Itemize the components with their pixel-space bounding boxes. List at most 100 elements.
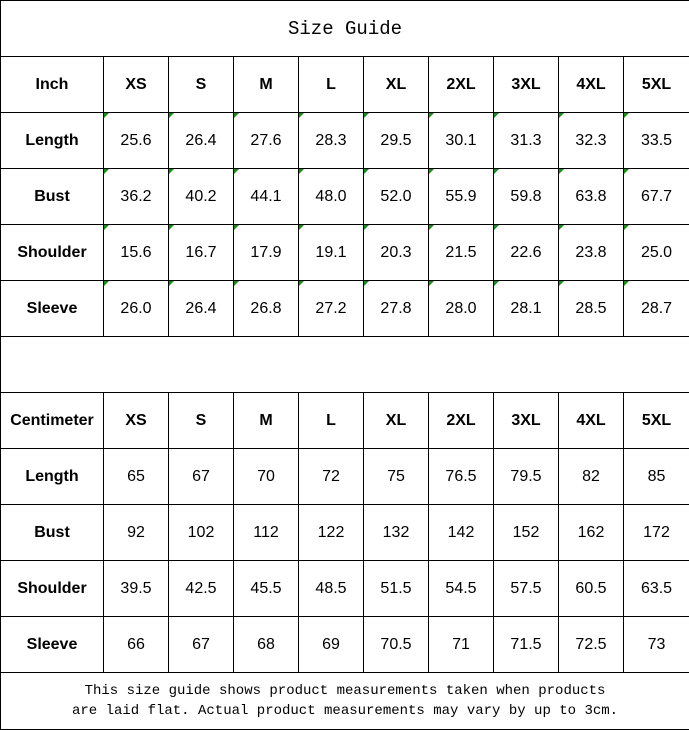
measurement-cell: 82 — [558, 448, 624, 505]
measurement-cell: 72.5 — [558, 616, 624, 673]
measurement-cell: 42.5 — [168, 560, 234, 617]
measurement-cell: 59.8 — [493, 168, 559, 225]
measurement-cell: 52.0 — [363, 168, 429, 225]
size-header: L — [298, 392, 364, 449]
measurement-cell: 19.1 — [298, 224, 364, 281]
measurement-cell: 65 — [103, 448, 169, 505]
spacer-row — [0, 336, 689, 393]
size-header: 2XL — [428, 392, 494, 449]
page-title: Size Guide — [0, 0, 689, 57]
measurement-cell: 57.5 — [493, 560, 559, 617]
measurement-cell: 48.0 — [298, 168, 364, 225]
measurement-cell: 67 — [168, 616, 234, 673]
size-header: 4XL — [558, 392, 624, 449]
measurement-cell: 26.4 — [168, 112, 234, 169]
measurement-cell: 26.4 — [168, 280, 234, 337]
size-header: M — [233, 392, 299, 449]
measurement-cell: 85 — [622, 448, 689, 505]
measurement-cell: 20.3 — [363, 224, 429, 281]
footer-line-1: This size guide shows product measuremen… — [84, 683, 606, 699]
measurement-cell: 28.3 — [298, 112, 364, 169]
measurement-cell: 71.5 — [493, 616, 559, 673]
measurement-cell: 25.0 — [622, 224, 689, 281]
measurement-cell: 22.6 — [493, 224, 559, 281]
measurement-cell: 26.8 — [233, 280, 299, 337]
footer-row: This size guide shows product measuremen… — [0, 672, 689, 730]
table-row: Bust 36.2 40.2 44.1 48.0 52.0 55.9 59.8 63.8 67.7 — [0, 168, 689, 225]
measurement-cell: 32.3 — [558, 112, 624, 169]
size-header: XL — [363, 392, 429, 449]
measurement-cell: 72 — [298, 448, 364, 505]
measurement-cell: 39.5 — [103, 560, 169, 617]
measurement-cell: 162 — [558, 504, 624, 561]
measurement-cell: 73 — [622, 616, 689, 673]
measurement-cell: 45.5 — [233, 560, 299, 617]
measurement-cell: 33.5 — [622, 112, 689, 169]
size-header: XS — [103, 56, 169, 113]
row-label: Shoulder — [0, 560, 104, 617]
size-header: 5XL — [622, 56, 689, 113]
table-row: Sleeve 66 67 68 69 70.5 71 71.5 72.5 73 — [0, 616, 689, 673]
measurement-cell: 27.8 — [363, 280, 429, 337]
measurement-cell: 79.5 — [493, 448, 559, 505]
measurement-cell: 112 — [233, 504, 299, 561]
size-header: 4XL — [558, 56, 624, 113]
measurement-cell: 132 — [363, 504, 429, 561]
size-header: 3XL — [493, 56, 559, 113]
measurement-cell: 27.2 — [298, 280, 364, 337]
measurement-cell: 25.6 — [103, 112, 169, 169]
measurement-cell: 122 — [298, 504, 364, 561]
footer-line-2: are laid flat. Actual product measuremen… — [71, 703, 619, 719]
table-row: Sleeve 26.0 26.4 26.8 27.2 27.8 28.0 28.1 28.5 28… — [0, 280, 689, 337]
measurement-cell: 29.5 — [363, 112, 429, 169]
size-header: L — [298, 56, 364, 113]
size-header: XS — [103, 392, 169, 449]
measurement-cell: 63.8 — [558, 168, 624, 225]
row-label: Shoulder — [0, 224, 104, 281]
measurement-cell: 67 — [168, 448, 234, 505]
centimeter-header-row: Centimeter XS S M L XL 2XL 3XL 4XL 5XL — [0, 392, 689, 449]
measurement-cell: 27.6 — [233, 112, 299, 169]
measurement-cell: 54.5 — [428, 560, 494, 617]
unit-label: Inch — [0, 56, 104, 113]
measurement-cell: 30.1 — [428, 112, 494, 169]
row-label: Sleeve — [0, 616, 104, 673]
measurement-cell: 71 — [428, 616, 494, 673]
unit-label: Centimeter — [0, 392, 104, 449]
measurement-cell: 23.8 — [558, 224, 624, 281]
measurement-cell: 36.2 — [103, 168, 169, 225]
measurement-cell: 28.1 — [493, 280, 559, 337]
measurement-cell: 68 — [233, 616, 299, 673]
size-header: 5XL — [622, 392, 689, 449]
size-header: S — [168, 392, 234, 449]
measurement-cell: 16.7 — [168, 224, 234, 281]
size-header: 3XL — [493, 392, 559, 449]
row-label: Length — [0, 448, 104, 505]
size-header: S — [168, 56, 234, 113]
table-row: Shoulder 39.5 42.5 45.5 48.5 51.5 54.5 57.5 60.5… — [0, 560, 689, 617]
measurement-cell: 31.3 — [493, 112, 559, 169]
size-header: M — [233, 56, 299, 113]
measurement-cell: 51.5 — [363, 560, 429, 617]
measurement-cell: 15.6 — [103, 224, 169, 281]
measurement-cell: 55.9 — [428, 168, 494, 225]
measurement-cell: 28.5 — [558, 280, 624, 337]
size-header: XL — [363, 56, 429, 113]
measurement-cell: 70 — [233, 448, 299, 505]
table-row: Length 25.6 26.4 27.6 28.3 29.5 30.1 31.3 32.3 33… — [0, 112, 689, 169]
row-label: Sleeve — [0, 280, 104, 337]
table-row: Bust 92 102 112 122 132 142 152 162 172 — [0, 504, 689, 561]
measurement-cell: 172 — [622, 504, 689, 561]
measurement-cell: 92 — [103, 504, 169, 561]
row-label: Bust — [0, 504, 104, 561]
measurement-cell: 28.7 — [622, 280, 689, 337]
measurement-cell: 63.5 — [622, 560, 689, 617]
measurement-cell: 17.9 — [233, 224, 299, 281]
spacer-cell — [0, 336, 689, 393]
measurement-cell: 26.0 — [103, 280, 169, 337]
measurement-cell: 67.7 — [622, 168, 689, 225]
measurement-cell: 60.5 — [558, 560, 624, 617]
size-header: 2XL — [428, 56, 494, 113]
measurement-cell: 76.5 — [428, 448, 494, 505]
table-row: Shoulder 15.6 16.7 17.9 19.1 20.3 21.5 22.6 23.8… — [0, 224, 689, 281]
